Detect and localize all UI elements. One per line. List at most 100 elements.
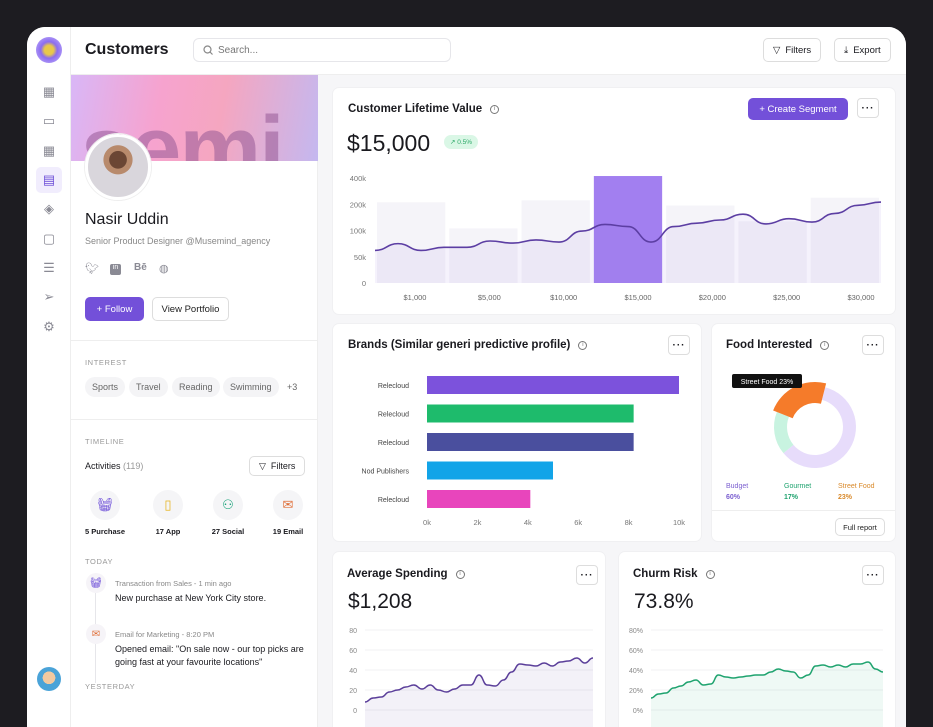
event-text[interactable]: Opened email: "On sale now - our top pic…	[115, 644, 304, 667]
basket-icon: 🧺︎	[90, 490, 120, 520]
apps-icon[interactable]: ▦	[42, 143, 56, 158]
x-tick-label: $5,000	[478, 293, 501, 302]
more-options-button[interactable]: ···	[862, 565, 884, 585]
orders-icon[interactable]: ▢	[42, 231, 56, 246]
timeline-filters-button[interactable]: ▽ Filters	[249, 456, 306, 476]
interest-chip[interactable]: Reading	[172, 377, 220, 397]
filter-icon: ▽	[259, 460, 266, 471]
activity-label: 27 Social	[211, 527, 245, 536]
info-icon[interactable]: i	[705, 569, 715, 579]
y-tick-label: 0%	[633, 708, 643, 715]
info-icon[interactable]: i	[490, 104, 500, 114]
legend-value: 23%	[838, 494, 853, 501]
more-options-button[interactable]: ···	[668, 335, 690, 355]
search-input[interactable]: Search...	[193, 38, 451, 62]
activity-email[interactable]: ✉ 19 Email	[263, 490, 313, 536]
activity-social[interactable]: ⚇ 27 Social	[203, 490, 253, 536]
brands-card: Brands (Similar generi predictive profil…	[333, 324, 701, 541]
create-segment-button[interactable]: + Create Segment	[748, 98, 848, 120]
x-tick-label: 8k	[625, 518, 633, 527]
bar	[427, 433, 634, 451]
brands-title-text: Brands (Similar generi predictive profil…	[348, 339, 571, 351]
y-tick-label: 80	[349, 628, 357, 635]
info-icon[interactable]: i	[578, 340, 588, 350]
search-icon	[203, 45, 213, 55]
y-tick-label: 40	[349, 668, 357, 675]
linkedin-icon[interactable]: in	[110, 264, 121, 275]
food-title: Food Interested i	[726, 339, 830, 351]
clv-title-text: Customer Lifetime Value	[348, 103, 483, 115]
x-tick-label: $10,000	[550, 293, 577, 302]
dribbble-icon[interactable]: ◍	[159, 263, 169, 275]
event-text[interactable]: New purchase at New York City store.	[115, 593, 267, 603]
x-tick-label: $30,000	[847, 293, 874, 302]
y-tick-label: 20%	[629, 688, 643, 695]
legend-value: 60%	[726, 494, 741, 501]
download-icon: ⤓	[844, 44, 849, 56]
x-tick-label: 2k	[473, 518, 481, 527]
y-tick-label: 40%	[629, 668, 643, 675]
filters-button[interactable]: ▽ Filters	[763, 38, 822, 62]
avg-title-text: Average Spending	[347, 568, 448, 580]
interest-chip[interactable]: Swimming	[223, 377, 279, 397]
activity-label: 5 Purchase	[84, 527, 126, 536]
view-portfolio-button[interactable]: View Portfolio	[152, 297, 229, 321]
filters-label: Filters	[785, 44, 812, 56]
behance-icon[interactable]: Bē	[134, 262, 147, 273]
more-options-button[interactable]: ···	[862, 335, 884, 355]
user-avatar[interactable]	[37, 667, 61, 691]
phone-icon: ▯	[153, 490, 183, 520]
activity-purchase[interactable]: 🧺︎ 5 Purchase	[80, 490, 130, 536]
activity-label: 19 Email	[272, 527, 304, 536]
documents-icon[interactable]: ☰	[43, 260, 55, 275]
info-icon[interactable]: i	[820, 340, 830, 350]
profile-name: Nasir Uddin	[85, 211, 169, 228]
background-bar	[377, 202, 446, 283]
interest-chip[interactable]: Sports	[85, 377, 126, 397]
y-tick-label: 400k	[350, 174, 367, 183]
churn-title-text: Churm Risk	[633, 568, 698, 580]
bar	[427, 404, 634, 423]
activity-label: 17 App	[155, 527, 181, 536]
app-logo[interactable]	[36, 37, 62, 63]
send-icon[interactable]: ➢	[43, 289, 55, 304]
main-content: Customer Lifetime Value i + Create Segmen…	[318, 75, 906, 727]
x-tick-label: $25,000	[773, 293, 800, 302]
full-report-button[interactable]: Full report	[835, 518, 885, 536]
avg-title: Average Spending i	[347, 568, 465, 580]
clv-card: Customer Lifetime Value i + Create Segmen…	[333, 88, 895, 314]
avg-spending-card: Average Spending i ··· $1,208 0 20 40 60 80	[333, 552, 605, 727]
timeline-label: TIMELINE	[85, 437, 125, 446]
customers-icon[interactable]: ▤	[36, 167, 62, 193]
settings-icon[interactable]: ⚙	[43, 319, 55, 334]
y-tick-label: 20	[349, 688, 357, 695]
info-icon[interactable]: i	[455, 569, 465, 579]
profile-panel: semi Nasir Uddin Senior Product Designer…	[71, 75, 318, 727]
x-tick-label: $1,000	[404, 293, 427, 302]
event-meta: Email for Marketing - 8:20 PM	[115, 630, 215, 639]
tag-icon[interactable]: ◈	[44, 201, 54, 216]
export-button[interactable]: ⤓ Export	[834, 38, 891, 62]
filters-label: Filters	[270, 461, 296, 471]
top-bar: Customers Search... ▽ Filters ⤓ Export	[71, 27, 906, 75]
interest-chip[interactable]: Travel	[129, 377, 168, 397]
sidebar: ▦ ▭ ▦ ▤ ◈ ▢ ☰ ➢ ⚙	[27, 27, 71, 727]
event-meta: Transaction from Sales - 1 min ago	[115, 579, 232, 588]
today-label: TODAY	[85, 557, 114, 566]
twitter-icon[interactable]: 🐦︎	[85, 263, 99, 275]
donut-slice-gourmet	[774, 411, 794, 454]
follow-button[interactable]: + Follow	[85, 297, 144, 321]
messages-icon[interactable]: ▭	[42, 113, 56, 128]
churn-chart: 0% 20% 40% 60% 80%	[629, 628, 884, 727]
more-options-button[interactable]: ···	[576, 565, 598, 585]
churn-value: 73.8%	[634, 590, 694, 613]
more-interests[interactable]: +3	[287, 382, 298, 392]
y-tick-label: 0	[353, 708, 357, 715]
food-chart: Street Food 23% Budget 60% Gourmet 17% Street…	[726, 374, 875, 501]
people-icon: ⚇	[213, 490, 243, 520]
highlighted-bar	[593, 176, 663, 283]
more-options-button[interactable]: ···	[857, 98, 879, 118]
mail-icon: ✉	[86, 624, 106, 644]
dashboard-icon[interactable]: ▦	[42, 84, 56, 99]
activity-app[interactable]: ▯ 17 App	[143, 490, 193, 536]
